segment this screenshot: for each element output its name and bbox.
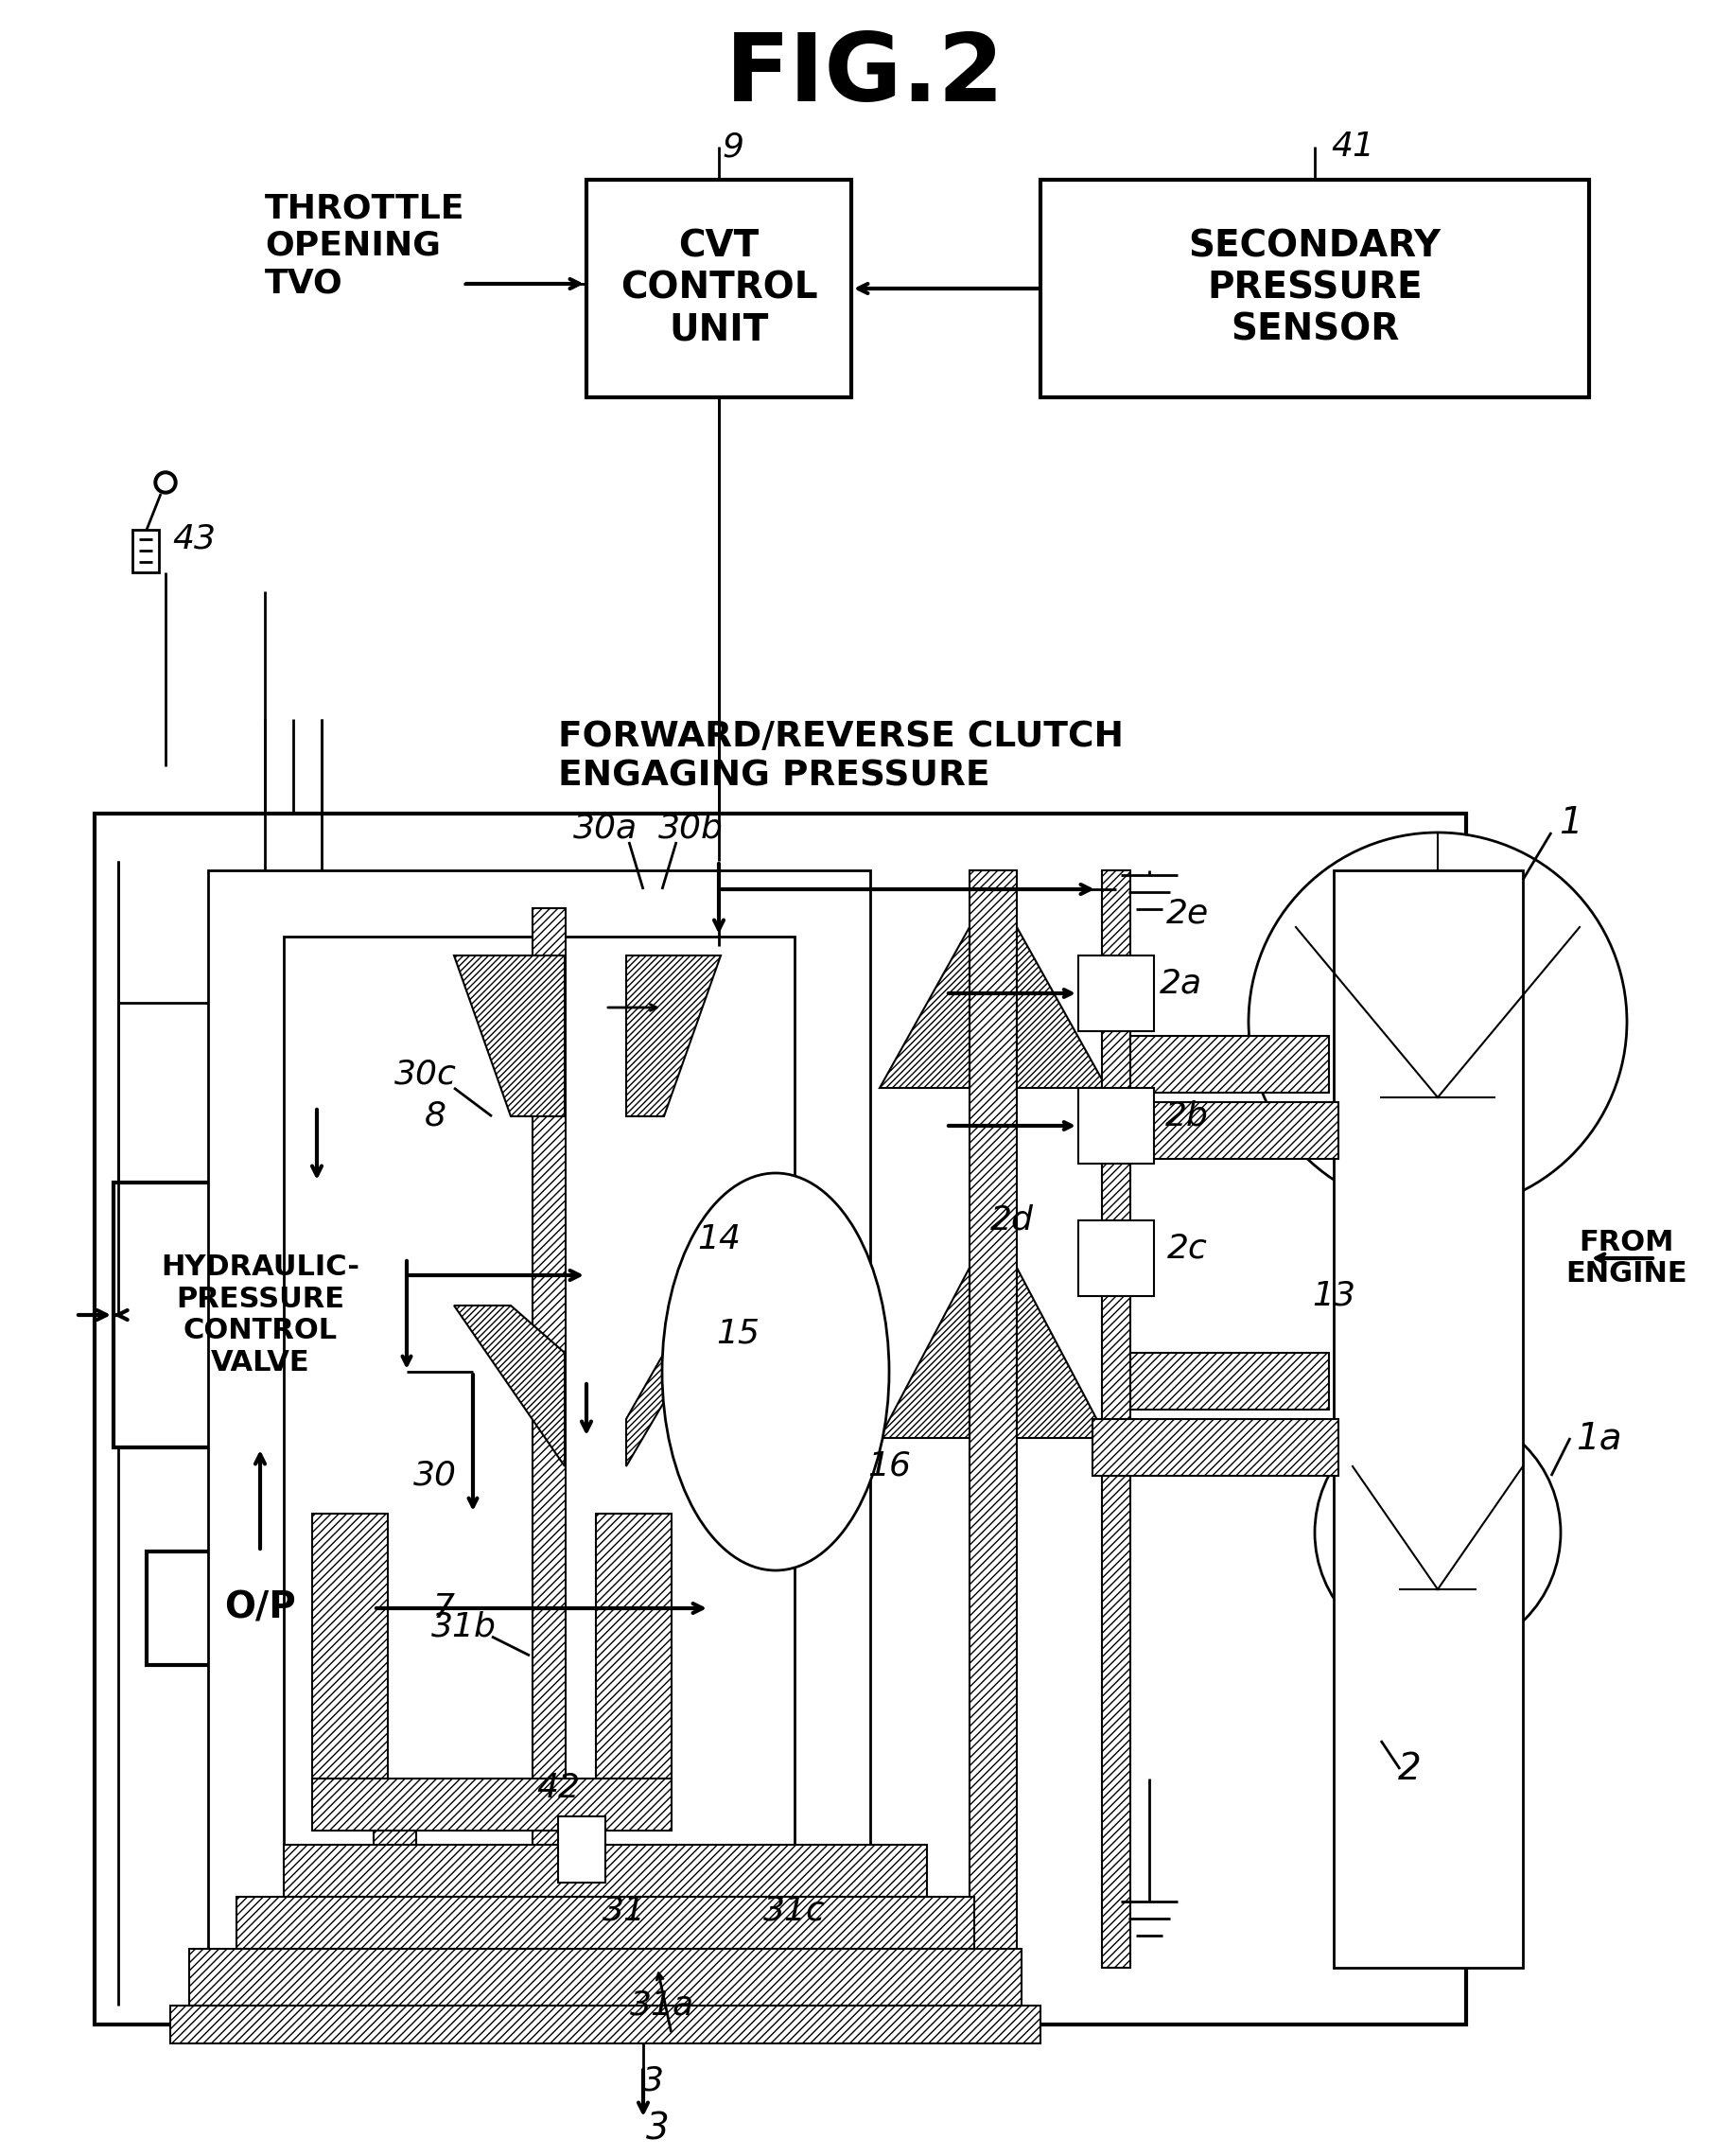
Bar (237, 1897, 974, 1949)
Text: 9: 9 (721, 132, 744, 162)
Text: 2c: 2c (1166, 1233, 1208, 1266)
Bar (1092, 1102, 1339, 1160)
Circle shape (154, 472, 176, 494)
Text: 31: 31 (602, 1895, 645, 1927)
Text: 2a: 2a (1159, 968, 1202, 1000)
Bar (969, 871, 1017, 1968)
Text: 16: 16 (867, 1451, 912, 1483)
Text: 2b: 2b (1166, 1100, 1209, 1132)
Bar (586, 179, 851, 397)
Bar (1102, 871, 1130, 1968)
Bar (1040, 179, 1590, 397)
Circle shape (1249, 832, 1626, 1212)
Bar (284, 1846, 927, 1897)
Bar (533, 908, 566, 1949)
Polygon shape (879, 927, 969, 1089)
Polygon shape (879, 1268, 969, 1438)
Bar (208, 871, 870, 1968)
Text: 1a: 1a (1576, 1421, 1621, 1455)
Text: THROTTLE
OPENING
TVO: THROTTLE OPENING TVO (265, 192, 465, 300)
Text: HYDRAULIC-
PRESSURE
CONTROL
VALVE: HYDRAULIC- PRESSURE CONTROL VALVE (161, 1253, 360, 1376)
Circle shape (1315, 1410, 1560, 1656)
Bar (1334, 871, 1522, 1968)
Bar (170, 2005, 1040, 2044)
Text: 41: 41 (1330, 132, 1374, 162)
Bar (374, 1830, 417, 1981)
Bar (1092, 1419, 1339, 1477)
Polygon shape (626, 1307, 721, 1466)
Text: SECONDARY
PRESSURE
SENSOR: SECONDARY PRESSURE SENSOR (1189, 229, 1441, 347)
Polygon shape (626, 955, 721, 1117)
Text: 31c: 31c (763, 1895, 825, 1927)
Bar (1130, 1035, 1329, 1093)
Text: 15: 15 (716, 1317, 759, 1350)
Text: 43: 43 (173, 524, 216, 556)
Text: O/P: O/P (225, 1591, 296, 1626)
Text: CVT
CONTROL
UNIT: CVT CONTROL UNIT (619, 229, 818, 347)
Bar (189, 1949, 1021, 2005)
Text: 3: 3 (642, 2065, 664, 2098)
Text: 31a: 31a (630, 1990, 694, 2022)
Bar (147, 1552, 374, 1664)
Text: FORWARD/REVERSE CLUTCH
ENGAGING PRESSURE: FORWARD/REVERSE CLUTCH ENGAGING PRESSURE (559, 720, 1124, 793)
Text: FROM
ENGINE: FROM ENGINE (1566, 1229, 1688, 1287)
Text: FIG.2: FIG.2 (725, 30, 1003, 121)
Polygon shape (453, 955, 564, 1117)
Text: 3: 3 (645, 2111, 670, 2147)
Bar (133, 530, 159, 571)
Text: 30: 30 (413, 1460, 457, 1492)
Text: 14: 14 (697, 1222, 740, 1255)
Text: -7: -7 (420, 1591, 455, 1623)
Text: 2: 2 (1398, 1751, 1420, 1787)
Text: 30c: 30c (394, 1059, 457, 1089)
Text: 8: 8 (424, 1100, 446, 1132)
Text: 13: 13 (1311, 1281, 1355, 1313)
Text: 2e: 2e (1166, 897, 1209, 929)
Bar (559, 1815, 606, 1882)
Polygon shape (1017, 1268, 1107, 1438)
Bar (1078, 955, 1154, 1031)
Bar (311, 1779, 671, 1830)
Bar (311, 1514, 388, 1779)
Bar (1130, 1352, 1329, 1410)
Text: 1: 1 (1559, 804, 1581, 841)
Bar (114, 1181, 407, 1447)
Polygon shape (453, 1307, 564, 1466)
Bar (1078, 1089, 1154, 1164)
Circle shape (157, 474, 173, 489)
Bar (284, 936, 794, 1902)
Bar (95, 813, 1465, 2024)
Text: 30b: 30b (657, 811, 723, 843)
Text: 42: 42 (536, 1772, 580, 1805)
Polygon shape (1017, 927, 1107, 1089)
Text: 30a: 30a (573, 811, 638, 843)
Bar (595, 1514, 671, 1779)
Text: 31b: 31b (431, 1611, 497, 1643)
Ellipse shape (663, 1173, 889, 1570)
Text: 2d: 2d (990, 1205, 1035, 1235)
Bar (1078, 1220, 1154, 1296)
